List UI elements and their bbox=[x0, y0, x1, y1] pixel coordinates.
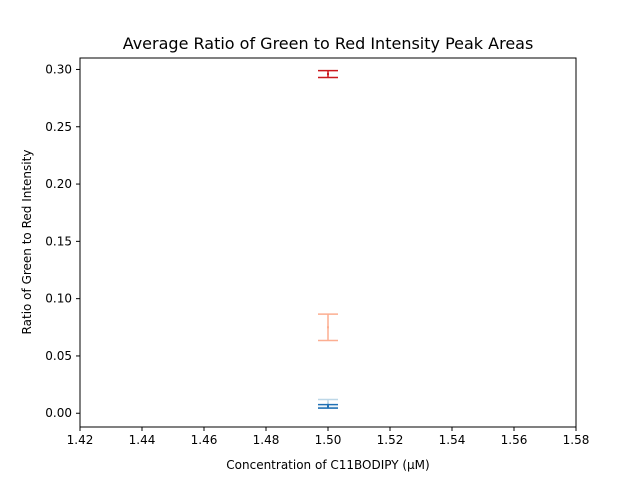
y-tick-label: 0.25 bbox=[45, 120, 72, 134]
plot-frame bbox=[79, 57, 577, 428]
y-tick-label: 0.15 bbox=[45, 234, 72, 248]
x-tick-label: 1.54 bbox=[439, 433, 466, 447]
errorbar-0 bbox=[318, 69, 338, 79]
x-tick-label: 1.58 bbox=[563, 433, 590, 447]
chart-title: Average Ratio of Green to Red Intensity … bbox=[123, 34, 534, 53]
x-tick-label: 1.56 bbox=[501, 433, 528, 447]
y-tick-label: 0.10 bbox=[45, 292, 72, 306]
x-tick-label: 1.44 bbox=[129, 433, 156, 447]
x-axis-label: Concentration of C11BODIPY (μM) bbox=[226, 458, 429, 472]
y-tick-label: 0.30 bbox=[45, 62, 72, 76]
errorbar-1 bbox=[318, 313, 338, 342]
y-tick-label: 0.00 bbox=[45, 406, 72, 420]
x-tick-label: 1.42 bbox=[67, 433, 94, 447]
y-axis: 0.00 0.05 0.10 0.15 0.20 0.25 0.30 bbox=[45, 62, 80, 420]
x-axis: 1.42 1.44 1.46 1.48 1.50 1.52 1.54 1.56 1.58 bbox=[67, 427, 590, 447]
x-tick-label: 1.52 bbox=[377, 433, 404, 447]
y-tick-label: 0.20 bbox=[45, 177, 72, 191]
x-tick-label: 1.50 bbox=[315, 433, 342, 447]
y-tick-label: 0.05 bbox=[45, 349, 72, 363]
y-axis-label: Ratio of Green to Red Intensity bbox=[20, 150, 34, 335]
errorbar-3 bbox=[318, 403, 338, 409]
x-tick-label: 1.46 bbox=[191, 433, 218, 447]
errorbar-series bbox=[318, 69, 338, 409]
x-tick-label: 1.48 bbox=[253, 433, 280, 447]
